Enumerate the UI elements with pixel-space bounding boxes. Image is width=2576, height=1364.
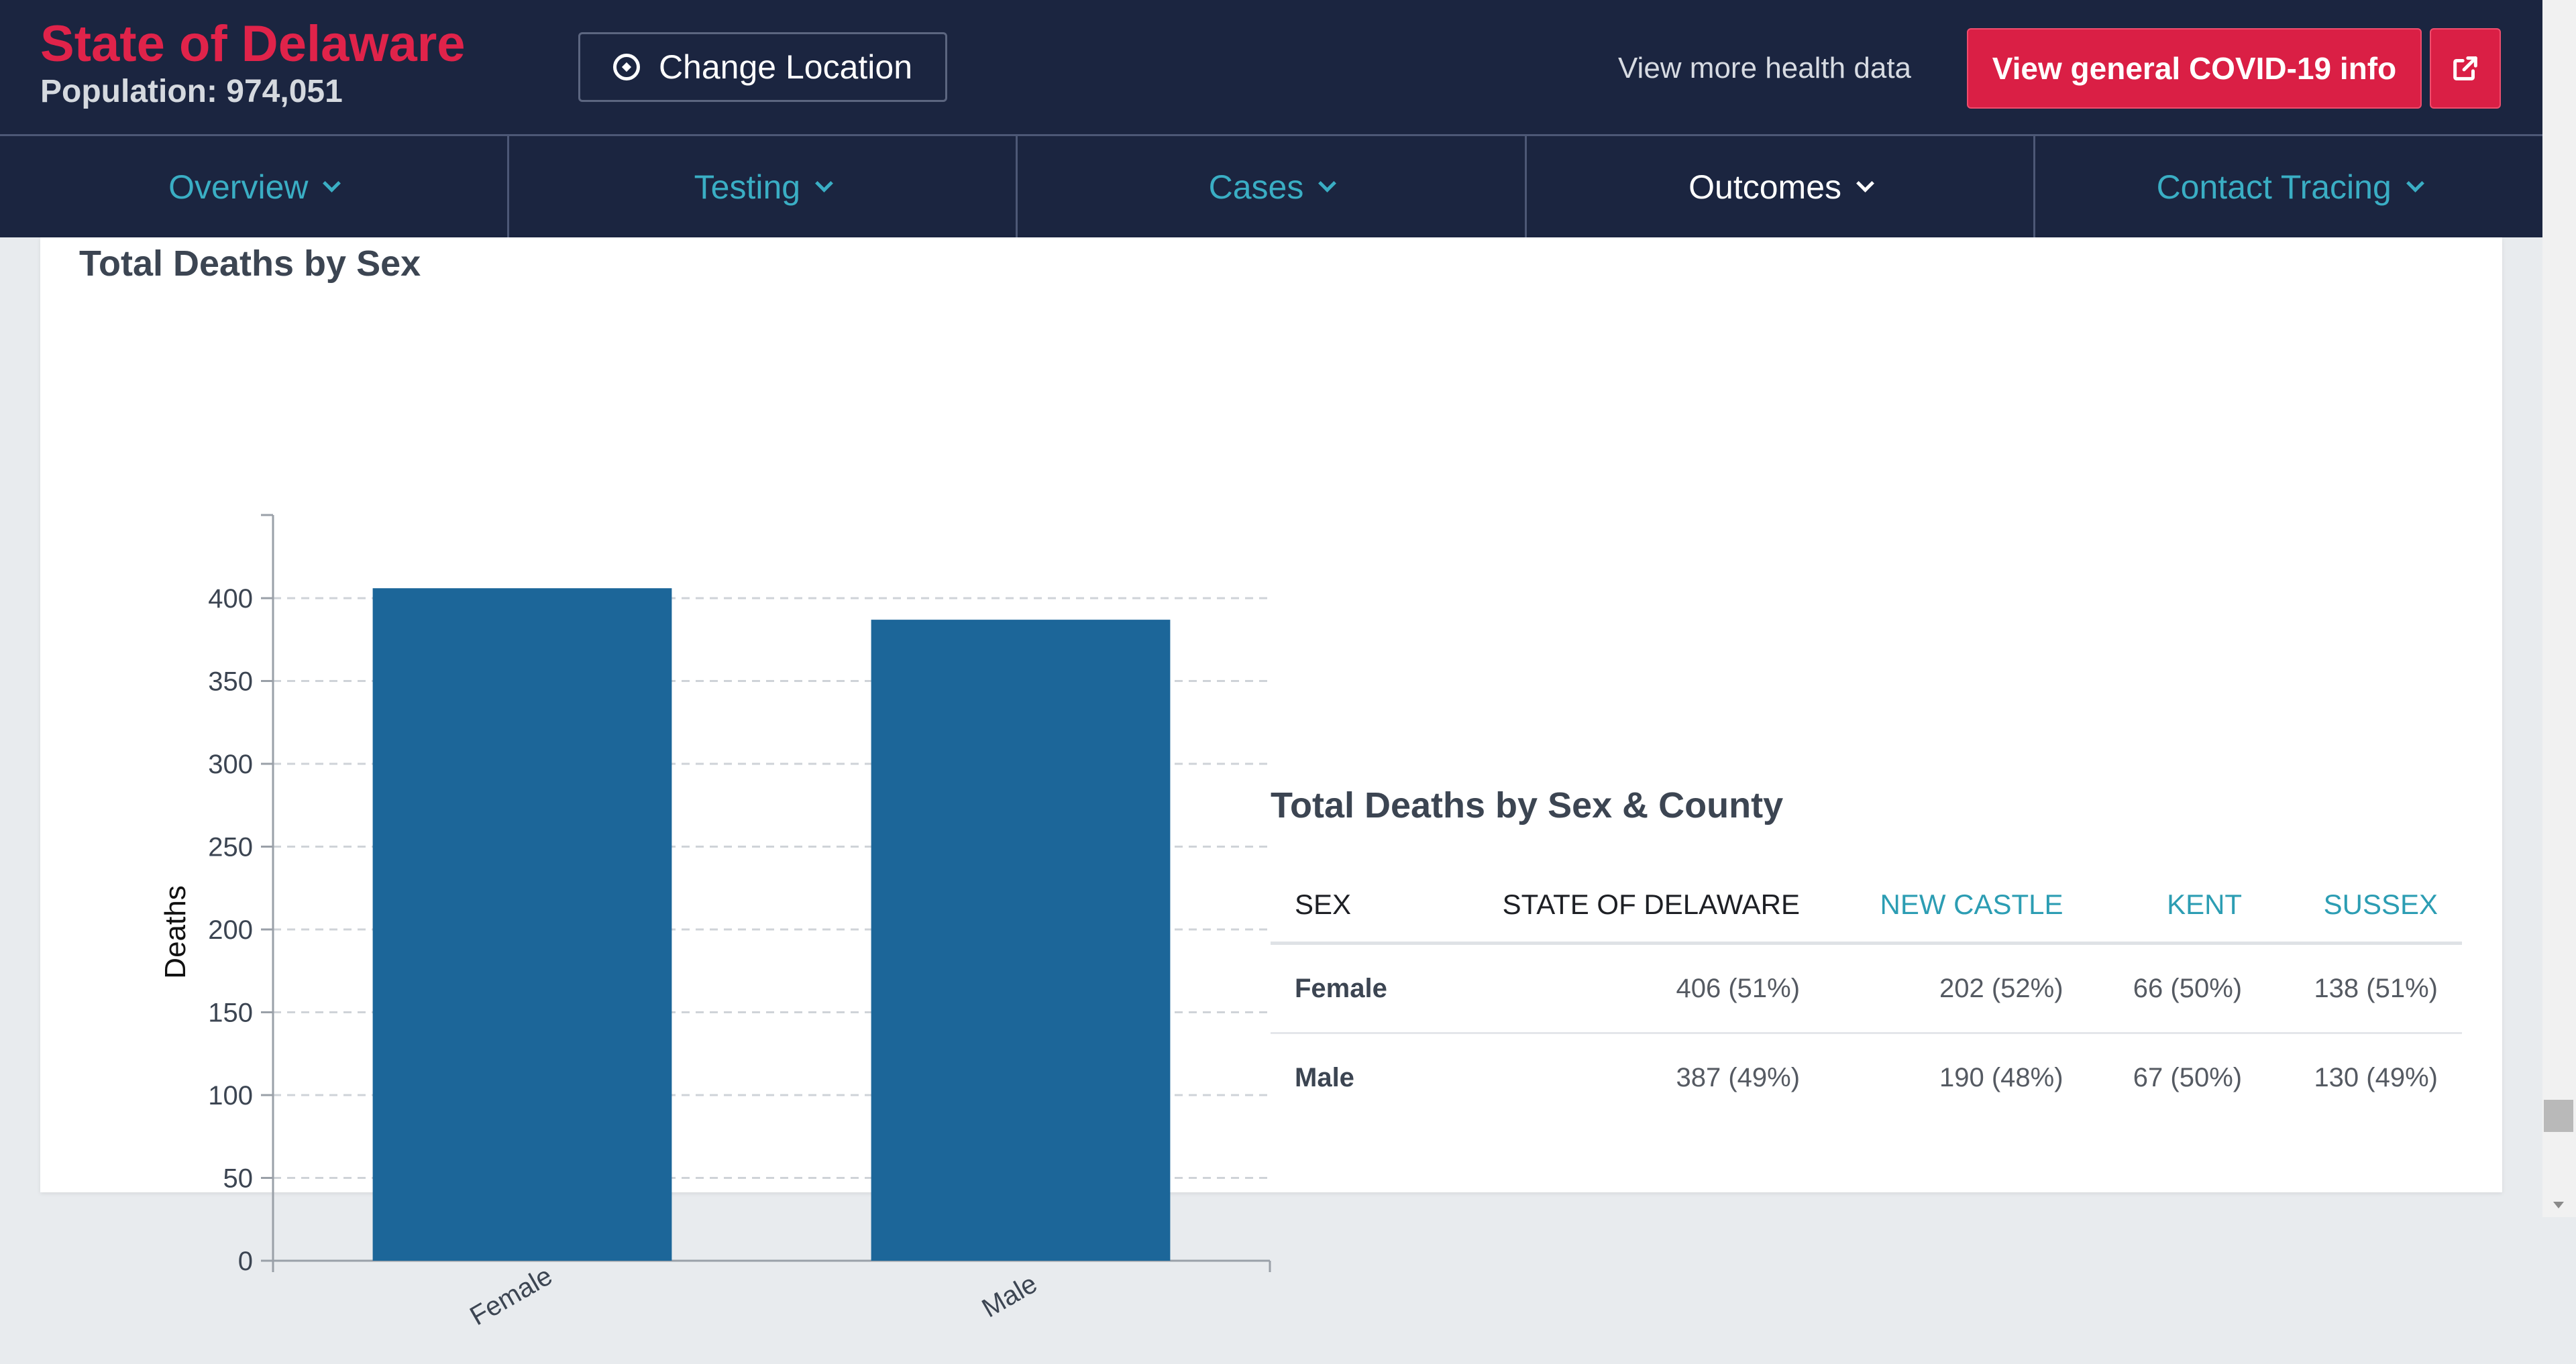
y-tick-label: 200 [208,915,253,945]
external-link-icon [2453,56,2477,80]
deaths-by-sex-chart: 0 50 100 150 200 250 300 350 400 Deaths Female Male [159,514,1271,1331]
y-tick-label: 350 [208,667,253,697]
page-scrollbar[interactable] [2542,0,2576,1217]
scrollbar-thumb[interactable] [2544,1100,2573,1132]
y-tick-label: 300 [208,750,253,779]
table-row: Male 387 (49%) 190 (48%) 67 (50%) 130 (4… [1271,1033,2462,1122]
change-location-button[interactable]: Change Location [578,32,947,102]
sussex-cell: 138 (51%) [2266,943,2462,1034]
tab-overview-label: Overview [168,168,309,206]
kent-cell: 67 (50%) [2133,1062,2243,1092]
section-nav: Overview Testing Cases Outcomes Contact … [0,134,2542,237]
content-card: Total Deaths by Sex 0 50 100 150 200 250 300 35… [40,237,2502,1331]
column-header-sex: SEX [1271,868,1431,945]
chevron-down-icon [1856,174,1874,192]
table-title: Total Deaths by Sex & County [1271,785,1784,826]
column-header-new-castle[interactable]: NEW CASTLE [1824,868,2088,945]
new-castle-cell: 202 (52%) [1824,943,2088,1034]
x-tick-label: Female [465,1261,557,1331]
chevron-down-icon [2406,174,2424,192]
table-row: Female 406 (51%) 202 (52%) 66 (50%) 138 … [1271,943,2462,1034]
view-covid-info-button[interactable]: View general COVID-19 info [1967,28,2422,109]
tab-contact-tracing-label: Contact Tracing [2156,168,2392,206]
tab-outcomes-label: Outcomes [1688,168,1841,206]
population-text: Population: 974,051 [40,74,343,109]
tab-cases[interactable]: Cases [1016,136,1525,237]
state-cell: 387 (49%) [1676,1062,1801,1092]
scroll-down-arrow-icon[interactable] [2553,1202,2564,1208]
chevron-down-icon [323,174,341,192]
tab-testing-label: Testing [694,168,801,206]
location-title: State of Delaware [40,15,466,72]
y-tick-label: 0 [238,1247,253,1276]
top-header: State of Delaware Population: 974,051 Ch… [0,0,2542,134]
change-location-label: Change Location [658,48,913,86]
sussex-cell: 130 (49%) [2314,1062,2438,1092]
y-tick-label: 400 [208,584,253,614]
y-tick-label: 150 [208,999,253,1028]
tab-outcomes[interactable]: Outcomes [1524,136,2034,237]
kent-cell: 66 (50%) [2087,943,2267,1034]
tab-contact-tracing[interactable]: Contact Tracing [2033,136,2542,237]
row-sex-cell: Male [1295,1062,1354,1092]
bar-male [871,620,1171,1261]
y-tick-label: 50 [223,1164,254,1194]
bar-female [372,588,672,1261]
tab-cases-label: Cases [1208,168,1304,206]
table-header-row: SEX STATE OF DELAWARE NEW CASTLE KENT SU… [1271,868,2462,945]
column-header-kent[interactable]: KENT [2087,868,2267,945]
row-sex-cell: Female [1271,943,1431,1034]
deaths-by-sex-county-table: SEX STATE OF DELAWARE NEW CASTLE KENT SU… [1271,868,2462,1121]
tab-testing[interactable]: Testing [506,136,1016,237]
column-header-sussex[interactable]: SUSSEX [2266,868,2462,945]
compass-icon [612,54,640,80]
state-cell: 406 (51%) [1430,943,1825,1034]
view-more-health-data-link[interactable]: View more health data [1618,52,1912,84]
x-tick-label: Male [977,1269,1042,1323]
new-castle-cell: 190 (48%) [1939,1062,2063,1092]
column-header-state: STATE OF DELAWARE [1430,868,1825,945]
chart-title: Total Deaths by Sex [79,243,421,284]
y-tick-label: 100 [208,1081,253,1111]
y-tick-label: 250 [208,833,253,862]
external-link-button[interactable] [2430,28,2501,109]
tab-overview[interactable]: Overview [0,136,507,237]
chevron-down-icon [815,174,834,192]
y-axis-label: Deaths [159,885,192,978]
chevron-down-icon [1318,174,1337,192]
